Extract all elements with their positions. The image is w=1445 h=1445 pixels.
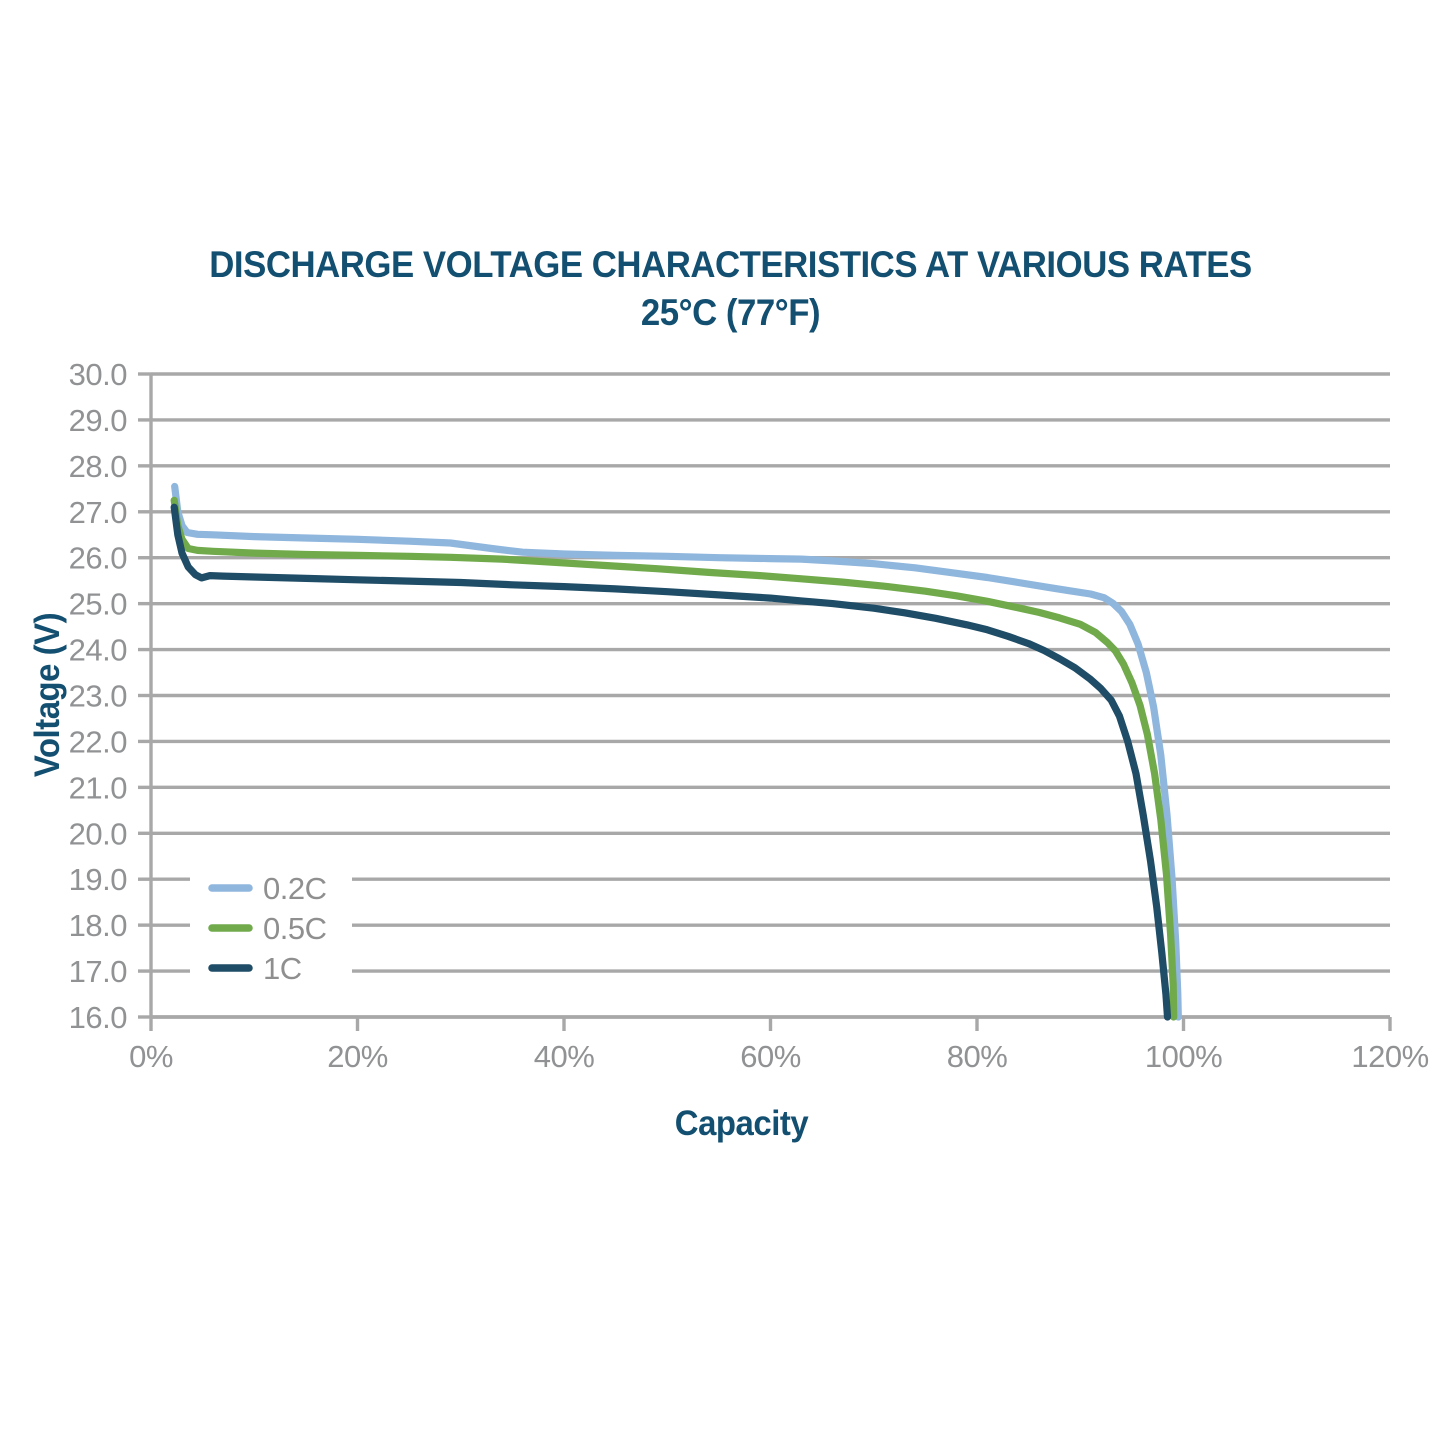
x-tick-label: 40% [534,1039,595,1074]
x-tick-label: 0% [129,1039,173,1074]
y-tick-label: 20.0 [69,816,128,851]
y-tick-label: 22.0 [69,724,128,759]
legend-label-1C: 1C [263,951,302,986]
y-tick-label: 25.0 [69,587,128,622]
x-tick-label: 20% [327,1039,388,1074]
y-tick-label: 26.0 [69,541,128,576]
y-tick-label: 19.0 [69,862,128,897]
chart-title: DISCHARGE VOLTAGE CHARACTERISTICS AT VAR… [209,244,1252,285]
x-tick-label: 120% [1351,1039,1428,1074]
y-tick-label: 21.0 [69,770,128,805]
y-tick-label: 23.0 [69,679,128,714]
y-tick-label: 24.0 [69,633,128,668]
legend-label-0.5C: 0.5C [263,911,327,946]
x-tick-label: 80% [947,1039,1008,1074]
y-tick-label: 28.0 [69,449,128,484]
y-tick-label: 16.0 [69,1000,128,1035]
series-line-1C [170,503,1172,1021]
x-tick-label: 60% [740,1039,801,1074]
legend-label-0.2C: 0.2C [263,871,327,906]
x-tick-label: 100% [1145,1039,1222,1074]
series-line-0.5C [170,496,1178,1021]
y-tick-label: 30.0 [69,357,128,392]
x-axis-title: Capacity [674,1104,809,1143]
y-tick-label: 27.0 [69,495,128,530]
y-tick-label: 18.0 [69,908,128,943]
series-line-0.2C [171,482,1182,1021]
chart-subtitle: 25°C (77°F) [640,292,821,333]
y-tick-label: 17.0 [69,954,128,989]
y-tick-label: 29.0 [69,403,128,438]
